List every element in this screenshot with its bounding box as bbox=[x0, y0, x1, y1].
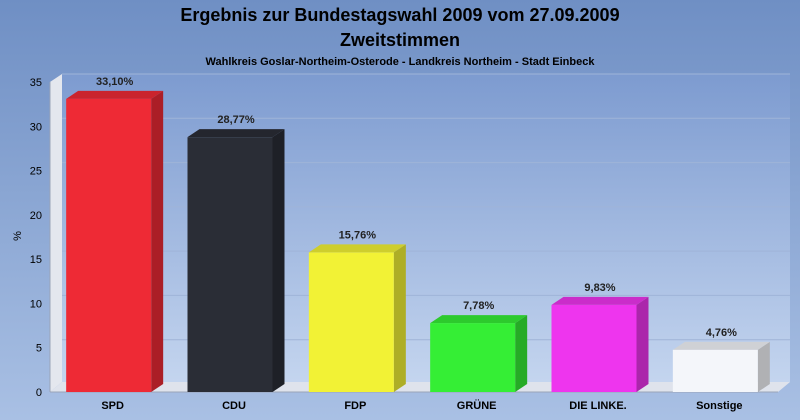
bar-side bbox=[757, 341, 770, 392]
gridlines bbox=[62, 73, 790, 341]
chart-subtitle: Wahlkreis Goslar-Northeim-Osterode - Lan… bbox=[206, 56, 596, 68]
y-tick-label: 10 bbox=[30, 298, 42, 310]
data-label: 28,77% bbox=[217, 114, 255, 126]
x-tick-label: DIE LINKE. bbox=[569, 400, 626, 412]
y-tick-label: 15 bbox=[30, 254, 42, 266]
y-axis-ticks: 0 5 10 15 20 25 30 35 bbox=[30, 77, 42, 399]
bar-side bbox=[393, 244, 406, 392]
y-tick-label: 0 bbox=[36, 387, 42, 399]
bar-top bbox=[308, 244, 406, 253]
bar-front bbox=[430, 323, 516, 392]
data-label: 33,10% bbox=[96, 76, 134, 88]
bar-side bbox=[151, 90, 164, 392]
bar-fdp: 15,76% FDP bbox=[308, 229, 406, 412]
bar-front bbox=[672, 349, 758, 392]
bar-side bbox=[515, 315, 528, 392]
bar-sonstige: 4,76% Sonstige bbox=[672, 327, 770, 412]
chart-title-line2: Zweitstimmen bbox=[340, 30, 460, 50]
plot-side-wall bbox=[50, 74, 62, 392]
x-tick-label: SPD bbox=[101, 400, 124, 412]
y-tick-label: 20 bbox=[30, 210, 42, 222]
y-tick-label: 35 bbox=[30, 77, 42, 89]
data-label: 7,78% bbox=[463, 300, 494, 312]
bar-front bbox=[66, 98, 152, 392]
bar-front bbox=[187, 137, 273, 392]
bar-top bbox=[187, 129, 285, 138]
y-axis-label: % bbox=[12, 231, 24, 241]
data-label: 15,76% bbox=[339, 229, 377, 241]
x-tick-label: CDU bbox=[222, 400, 246, 412]
bar-top bbox=[551, 296, 649, 305]
bar-top bbox=[672, 341, 770, 350]
bar-cdu: 28,77% CDU bbox=[187, 114, 285, 412]
bar-front bbox=[308, 252, 394, 392]
bar-spd: 33,10% SPD bbox=[66, 76, 164, 412]
bar-top bbox=[66, 90, 164, 99]
data-label: 9,83% bbox=[584, 282, 615, 294]
chart-title: Ergebnis zur Bundestagswahl 2009 vom 27.… bbox=[180, 5, 619, 25]
bar-front bbox=[551, 304, 637, 392]
bar-side bbox=[272, 129, 285, 392]
plot-back-wall bbox=[62, 74, 790, 382]
bar-die-linke: 9,83% DIE LINKE. bbox=[551, 282, 649, 412]
x-tick-label: GRÜNE bbox=[457, 399, 497, 412]
x-tick-label: FDP bbox=[344, 400, 366, 412]
y-tick-label: 5 bbox=[36, 343, 42, 355]
data-label: 4,76% bbox=[706, 327, 737, 339]
bar-side bbox=[636, 296, 649, 392]
y-tick-label: 25 bbox=[30, 166, 42, 178]
x-tick-label: Sonstige bbox=[696, 400, 742, 412]
y-tick-label: 30 bbox=[30, 121, 42, 133]
bar-gr-ne: 7,78% GRÜNE bbox=[430, 300, 528, 412]
bar-top bbox=[430, 315, 528, 324]
bars: 33,10% SPD 28,77% CDU 15,76% FDP 7,78% GRÜNE 9,8… bbox=[66, 76, 770, 412]
